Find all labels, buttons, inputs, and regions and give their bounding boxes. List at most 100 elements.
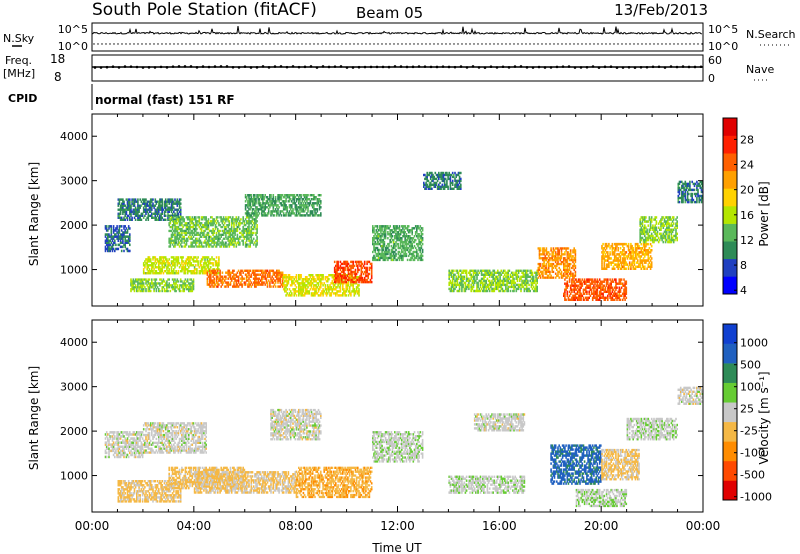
heatmap-cell: [203, 216, 205, 219]
heatmap-cell: [215, 235, 218, 238]
heatmap-cell: [344, 276, 346, 280]
heatmap-cell: [240, 277, 242, 280]
heatmap-cell: [161, 198, 163, 201]
heatmap-cell: [350, 294, 352, 297]
heatmap-cell: [205, 233, 207, 236]
heatmap-cell: [335, 288, 337, 291]
heatmap-cell: [181, 239, 183, 242]
heatmap-cell: [384, 225, 387, 228]
heatmap-cell: [175, 208, 177, 211]
heatmap-cell: [171, 212, 174, 215]
heatmap-cell: [316, 278, 319, 281]
heatmap-cell: [506, 273, 508, 276]
heatmap-cell: [289, 198, 292, 201]
heatmap-cell: [181, 258, 183, 261]
heatmap-cell: [147, 278, 150, 281]
heatmap-cell: [190, 286, 192, 289]
heatmap-cell: [547, 274, 550, 277]
heatmap-cell: [217, 237, 219, 240]
heatmap-cell: [206, 239, 209, 242]
heatmap-cell: [171, 200, 174, 203]
heatmap-cell: [358, 276, 360, 280]
heatmap-cell: [118, 227, 121, 230]
heatmap-cell: [492, 281, 494, 285]
heatmap-cell: [175, 239, 177, 242]
heatmap-cell: [281, 194, 284, 197]
heatmap-cell: [394, 225, 396, 228]
heatmap-cell: [461, 275, 463, 278]
heatmap-cell: [255, 273, 257, 276]
heatmap-cell: [424, 183, 426, 186]
heatmap-cell: [401, 250, 403, 254]
heatmap-cell: [491, 279, 493, 283]
heatmap-cell: [197, 231, 199, 235]
heatmap-cell: [265, 206, 268, 209]
heatmap-cell: [189, 282, 191, 285]
heatmap-cell: [195, 239, 197, 242]
heatmap-cell: [182, 225, 184, 229]
heatmap-cell: [500, 269, 503, 272]
heatmap-cell: [244, 273, 247, 276]
heatmap-cell: [544, 266, 547, 270]
heatmap-cell: [296, 210, 299, 213]
heatmap-cell: [335, 268, 337, 272]
heatmap-cell: [485, 289, 487, 293]
heatmap-cell: [486, 277, 489, 280]
heatmap-cell: [500, 285, 503, 289]
heatmap-cell: [111, 247, 114, 251]
heatmap-cell: [144, 214, 146, 217]
heatmap-cell: [156, 214, 159, 217]
heatmap-cell: [477, 285, 479, 289]
heatmap-cell: [328, 288, 330, 291]
heatmap-cell: [229, 243, 232, 246]
nsearch-dot: [261, 43, 263, 45]
heatmap-cell: [516, 275, 519, 278]
heatmap-cell: [184, 284, 187, 287]
heatmap-cell: [252, 214, 255, 217]
heatmap-cell: [177, 258, 180, 261]
heatmap-cell: [403, 246, 405, 250]
heatmap-cell: [495, 285, 498, 289]
heatmap-cell: [167, 264, 169, 267]
heatmap-cell: [159, 202, 161, 205]
heatmap-cell: [245, 227, 248, 231]
heatmap-cell: [251, 204, 254, 207]
heatmap-cell: [199, 270, 202, 273]
nave-dot: [123, 65, 127, 68]
heatmap-cell: [164, 282, 167, 285]
heatmap-cell: [510, 281, 513, 285]
heatmap-cell: [299, 290, 301, 293]
heatmap-cell: [173, 224, 175, 227]
heatmap-cell: [358, 262, 360, 266]
heatmap-cell: [374, 246, 376, 250]
heatmap-cell: [295, 210, 298, 213]
heatmap-cell: [303, 282, 306, 285]
heatmap-cell: [245, 216, 248, 219]
heatmap-cell: [547, 266, 550, 270]
heatmap-cell: [403, 233, 405, 236]
heatmap-cell: [185, 280, 188, 283]
heatmap-cell: [159, 218, 161, 221]
heatmap-cell: [270, 212, 272, 215]
heatmap-cell: [335, 264, 337, 268]
nave-dot: [105, 65, 109, 69]
heatmap-cell: [351, 278, 353, 282]
heatmap-cell: [428, 187, 431, 190]
heatmap-cell: [313, 194, 315, 197]
heatmap-cell: [108, 243, 110, 247]
heatmap-cell: [539, 276, 542, 279]
heatmap-cell: [333, 270, 336, 274]
heatmap-cell: [466, 277, 469, 280]
heatmap-cell: [149, 260, 152, 263]
heatmap-cell: [256, 243, 258, 246]
nsearch-dot: [145, 43, 147, 45]
heatmap-cell: [189, 245, 191, 248]
heatmap-cell: [215, 245, 218, 248]
heatmap-cell: [347, 266, 350, 270]
heatmap-cell: [236, 237, 239, 240]
heatmap-cell: [398, 238, 401, 242]
heatmap-cell: [168, 245, 170, 248]
heatmap-cell: [306, 200, 308, 203]
heatmap-cell: [186, 227, 189, 231]
heatmap-cell: [239, 243, 241, 246]
